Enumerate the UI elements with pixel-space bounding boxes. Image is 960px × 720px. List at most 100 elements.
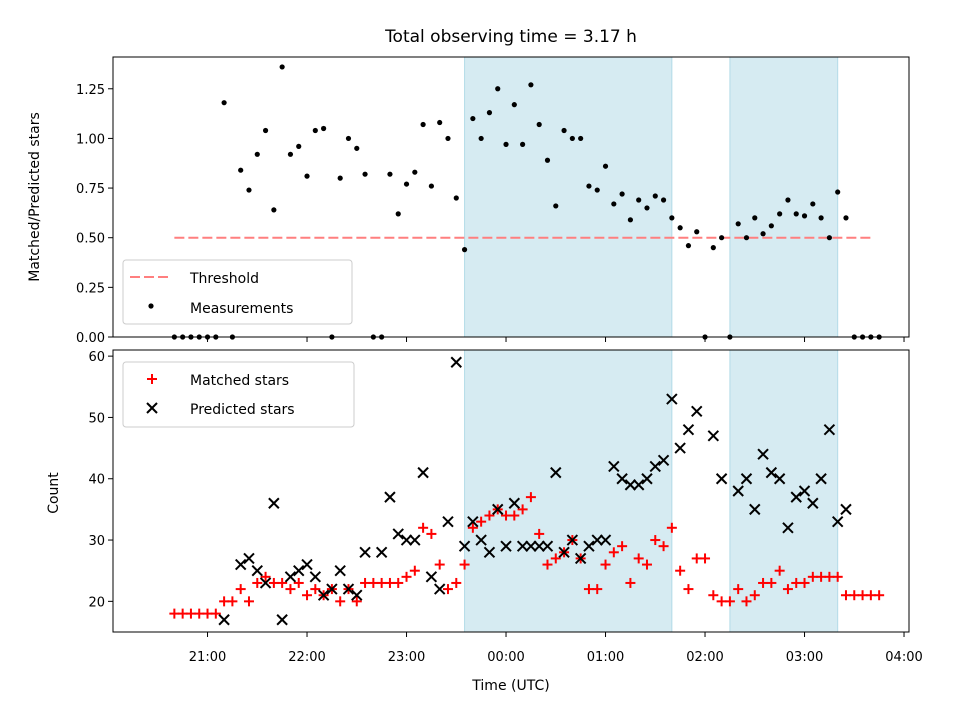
top-ytick-label: 0.00 [76,331,105,346]
matched-star-point [700,553,711,564]
predicted-star-point [450,356,462,368]
legend-matched-swatch [147,374,157,384]
predicted-star-point [276,614,288,626]
predicted-star-point [259,577,272,589]
predicted-star-point-b [773,473,786,485]
measurement-point [569,135,575,142]
measurement-point [486,110,493,116]
measurement-point [478,135,484,142]
matched-star-point [210,608,221,619]
predicted-star-point-b [757,448,769,460]
measurement-point [395,211,401,217]
shaded-span-2 [729,56,839,338]
bottom-xtick-label: 21:00 [189,650,226,665]
matched-star-point [260,571,271,582]
measurement-point [578,135,584,142]
matched-star-point [467,522,478,533]
bottom-xtick-label: 22:00 [288,650,325,665]
predicted-star-point-b [218,614,230,626]
measurement-point [461,247,468,253]
predicted-star-point-b [483,546,496,559]
shaded-span-2 [729,349,839,633]
measurement-point [412,169,418,175]
measurement-point [528,82,534,88]
predicted-star-point-b [840,503,852,516]
predicted-star-point-b [666,393,678,405]
predicted-star-point [251,564,263,577]
predicted-star-point [467,515,479,528]
predicted-star-point [782,522,794,534]
top-ytick-label: 0.50 [76,232,105,247]
predicted-star-point [550,466,562,479]
predicted-star-point-b [425,571,438,583]
predicted-star-point [234,558,247,571]
predicted-star-point-b [566,534,579,546]
predicted-star-point [301,558,313,571]
predicted-star-point-b [317,589,330,601]
matched-star-point [782,584,793,595]
matched-star-point [285,584,296,595]
measurement-point [685,243,692,249]
predicted-star-point-b [707,430,720,442]
measurement-point [221,100,227,106]
measurement-points [171,64,882,340]
predicted-star-point [807,497,819,509]
legend-threshold-label: Threshold [189,271,259,287]
predicted-star-point-b [284,571,297,583]
predicted-star-point-b [583,540,595,552]
measurement-point [793,211,799,217]
legend-predicted-swatch [146,402,158,414]
measurement-point [279,64,285,70]
predicted-star-point [765,466,778,479]
matched-star-point [442,584,453,595]
predicted-star-point-b [608,460,620,473]
predicted-star-point-b [599,534,612,546]
predicted-star-point-b [508,497,521,509]
measurement-point [544,157,551,163]
matched-star-point [310,584,321,595]
matched-star-point [741,596,752,607]
measurement-point [694,229,700,235]
matched-star-point [600,559,611,570]
predicted-star-point-b [243,552,255,565]
bottom-ytick-label: 60 [88,350,105,365]
bottom-xtick-label: 00:00 [487,650,524,665]
matched-star-point [799,577,810,588]
predicted-star-point-b [749,503,761,516]
predicted-star-point-b [458,540,471,552]
measurement-point [536,121,542,128]
predicted-star-point [342,583,355,595]
matched-star-point [252,577,263,588]
measurement-point [619,191,625,197]
matched-star-point [476,516,487,527]
predicted-star-point [409,534,421,546]
predicted-star-point-b [450,356,462,368]
predicted-star-point [492,503,504,516]
predicted-star-point [243,552,255,565]
predicted-star-point [840,503,852,516]
measurement-point [387,171,393,177]
top-axes-frame [112,56,910,338]
predicted-star-point [583,540,595,552]
predicted-star-point [657,454,670,467]
predicted-star-point-b [790,491,802,503]
measurement-point [354,145,360,151]
matched-star-point [243,596,254,607]
predicted-star-point [317,589,330,601]
predicted-star-point [566,534,579,546]
predicted-star-point [500,540,512,552]
predicted-star-point [649,460,661,473]
predicted-star-point-b [641,473,653,485]
matched-star-point [658,541,669,552]
predicted-star-point [351,589,363,601]
measurement-point [553,203,559,209]
measurement-point [495,86,501,92]
predicted-star-point-b [616,473,628,485]
matched-star-point [227,596,238,607]
predicted-star-point-b [433,583,446,595]
measurement-point [470,115,476,122]
predicted-star-point-b [234,558,247,571]
predicted-star-point [458,540,471,552]
measurement-point [238,167,244,173]
predicted-star-point [732,485,744,497]
